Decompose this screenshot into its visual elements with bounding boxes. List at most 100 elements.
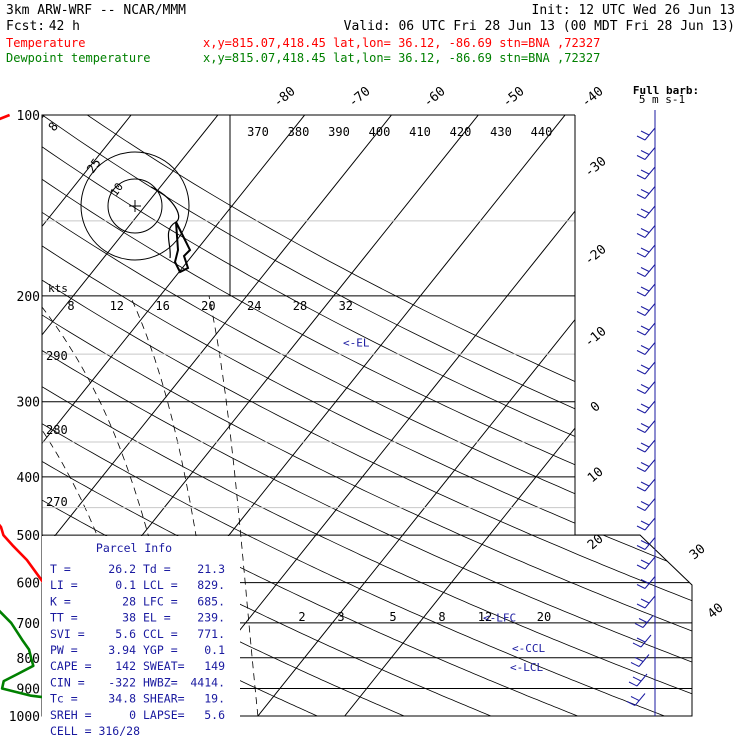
wind-barb-flag: [640, 228, 650, 233]
wind-barb: [644, 244, 656, 258]
isotherm-label: 40: [705, 601, 727, 623]
dry-adiabat: [42, 115, 692, 716]
pressure-tick-label: 700: [17, 617, 40, 632]
parcel-info-background: [42, 536, 240, 720]
isotherm-label: 30: [687, 542, 709, 564]
wind-barb-flag: [636, 252, 646, 258]
clipped-grid: [0, 115, 692, 716]
parcel-info-label: SHEAR=: [143, 692, 185, 706]
model-title: 3km ARW-WRF -- NCAR/MMM: [6, 3, 186, 18]
dry-adiabat: [42, 115, 692, 716]
hodograph-corner-label: 8: [46, 119, 61, 134]
wind-barb-flag: [640, 267, 650, 272]
wind-barb-flag: [640, 540, 650, 545]
isotherm-line: [42, 115, 132, 716]
isotherm-label: -20: [582, 242, 610, 269]
wind-barb-flag: [632, 642, 642, 648]
parcel-info-label: TT =: [50, 611, 78, 625]
theta-label: 440: [531, 125, 553, 139]
dry-adiabat: [42, 115, 692, 716]
parcel-info-value: 142: [115, 659, 136, 673]
legend-dewpoint-location: x,y=815.07,418.45 lat,lon= 36.12, -86.69…: [203, 51, 600, 65]
wind-barb-flag: [636, 174, 646, 180]
wind-barb-flag: [636, 311, 646, 316]
wind-barb: [644, 342, 656, 355]
mixing-ratio-label: 8: [438, 610, 445, 624]
wind-barb-flag: [636, 291, 646, 297]
wind-barb: [644, 459, 656, 472]
level-label: <-LCL: [510, 661, 543, 674]
parcel-info-value: 3.94: [108, 643, 136, 657]
wind-barb-flag: [640, 520, 650, 526]
isotherm-label: 0: [588, 399, 604, 416]
hodograph-speed-label: 20: [201, 299, 215, 313]
pressure-tick-label: 200: [17, 290, 40, 305]
wind-barb: [644, 283, 656, 297]
hodograph-circle-label: 25: [84, 156, 104, 176]
isotherm-line: [170, 115, 653, 716]
parcel-info-label: LFC =: [143, 594, 178, 608]
theta-label: 400: [369, 125, 391, 139]
hodograph-speed-label: 16: [155, 299, 169, 313]
isotherm-line: [42, 115, 392, 716]
wind-barb-flag: [640, 208, 650, 214]
wind-barb-flag: [636, 525, 646, 531]
wind-barb-flag: [626, 701, 636, 706]
parcel-info-label: SWEAT=: [143, 659, 185, 673]
adiabat-label: 290: [46, 349, 68, 363]
barb-key-value: 5 m s-1: [639, 93, 685, 106]
wind-barb-flag: [636, 506, 646, 511]
theta-label: 410: [409, 125, 431, 139]
wind-barb-flag: [636, 428, 646, 433]
hodograph-trace: [173, 221, 192, 274]
wind-barb: [644, 400, 656, 414]
pressure-tick-label: 800: [17, 652, 40, 667]
dry-adiabat: [42, 115, 692, 716]
dry-adiabat: [42, 115, 692, 716]
wind-barb-flag: [636, 486, 646, 492]
wind-barb-flag: [636, 233, 646, 238]
isotherm-label: -40: [579, 84, 607, 111]
mixing-ratio-label: 2: [298, 610, 305, 624]
dry-adiabat: [42, 115, 692, 716]
wind-barb-flag: [630, 662, 640, 667]
parcel-info-label: T =: [50, 562, 71, 576]
hodograph-speed-label: 32: [339, 299, 353, 313]
parcel-info-value: 829.: [197, 578, 225, 592]
wind-barb-flag: [640, 598, 650, 604]
wind-barb-flag: [636, 467, 646, 472]
parcel-info-label: LAPSE=: [143, 708, 185, 722]
wind-barb-flag: [640, 345, 650, 350]
chart-header: 3km ARW-WRF -- NCAR/MMM Init: 12 UTC Wed…: [6, 3, 735, 106]
parcel-info-cell: CELL = 316/28: [50, 724, 140, 738]
parcel-info-label: SREH =: [50, 708, 92, 722]
moist-adiabat: [0, 296, 15, 716]
init-time: Init: 12 UTC Wed 26 Jun 13: [532, 3, 736, 18]
isotherm-label: 10: [585, 465, 607, 487]
hodograph-speed-label: 28: [293, 299, 307, 313]
wind-barb-flag: [634, 657, 644, 662]
adiabat-label: 280: [46, 423, 68, 437]
parcel-info-value: 239.: [197, 611, 225, 625]
isotherm-line: [42, 115, 219, 716]
dry-adiabat: [67, 115, 692, 716]
parcel-info-value: 0.1: [204, 643, 225, 657]
wind-barb: [644, 517, 656, 531]
plot-frame: [41, 114, 693, 717]
parcel-info-label: CIN =: [50, 675, 85, 689]
wind-barb: [644, 498, 656, 511]
wind-barb-flag: [640, 189, 650, 194]
mixing-ratio-label: 5: [389, 610, 396, 624]
parcel-info-value: 4414.: [190, 675, 225, 689]
wind-barb: [644, 303, 656, 316]
hodograph-outline: [150, 186, 180, 259]
parcel-info-label: YGP =: [143, 643, 178, 657]
dewpoint-line: [0, 609, 97, 717]
wind-barb: [636, 673, 648, 687]
wind-barb-flag: [632, 676, 642, 682]
wind-barb: [644, 361, 656, 375]
pressure-tick-label: 100: [17, 109, 40, 124]
wind-barb: [634, 693, 646, 706]
wind-barb: [644, 439, 656, 453]
